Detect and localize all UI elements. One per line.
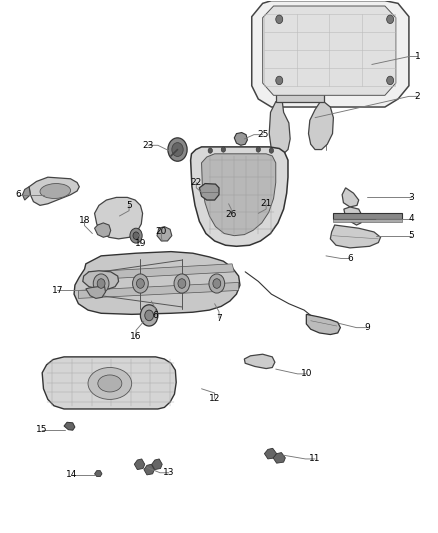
- Text: 11: 11: [309, 455, 321, 463]
- Polygon shape: [199, 183, 219, 200]
- Polygon shape: [95, 197, 143, 239]
- Polygon shape: [201, 154, 276, 236]
- Polygon shape: [74, 252, 240, 314]
- Polygon shape: [332, 213, 403, 219]
- Circle shape: [213, 279, 221, 288]
- Circle shape: [209, 274, 225, 293]
- Polygon shape: [29, 177, 79, 205]
- Text: 9: 9: [364, 323, 370, 332]
- Circle shape: [276, 15, 283, 23]
- Polygon shape: [234, 133, 247, 146]
- Polygon shape: [308, 102, 333, 150]
- Circle shape: [178, 279, 186, 288]
- Text: 5: 5: [408, 231, 414, 240]
- Polygon shape: [276, 88, 324, 102]
- Ellipse shape: [88, 368, 132, 399]
- Polygon shape: [269, 102, 290, 155]
- Text: 20: 20: [155, 228, 167, 237]
- Polygon shape: [88, 264, 234, 280]
- Polygon shape: [22, 187, 30, 200]
- Text: 22: 22: [191, 178, 202, 187]
- Text: 6: 6: [153, 311, 159, 320]
- Polygon shape: [273, 453, 286, 463]
- Polygon shape: [342, 188, 359, 207]
- Text: 10: 10: [300, 369, 312, 378]
- Polygon shape: [134, 459, 145, 470]
- Text: 6: 6: [15, 190, 21, 199]
- Circle shape: [133, 274, 148, 293]
- Circle shape: [97, 279, 105, 288]
- Polygon shape: [332, 219, 403, 222]
- Text: 18: 18: [79, 216, 90, 225]
- Polygon shape: [83, 271, 119, 289]
- Ellipse shape: [98, 375, 122, 392]
- Text: 19: 19: [134, 239, 146, 248]
- Polygon shape: [344, 207, 362, 225]
- Polygon shape: [157, 227, 172, 241]
- Circle shape: [168, 138, 187, 161]
- Text: 21: 21: [261, 199, 272, 208]
- Text: 16: 16: [130, 332, 142, 341]
- Polygon shape: [86, 287, 106, 298]
- Polygon shape: [306, 314, 340, 335]
- Text: 3: 3: [408, 193, 414, 202]
- Circle shape: [269, 148, 274, 154]
- Text: 14: 14: [66, 471, 78, 479]
- Circle shape: [93, 274, 109, 293]
- Polygon shape: [252, 1, 409, 107]
- Circle shape: [208, 148, 212, 154]
- Text: 17: 17: [52, 286, 63, 295]
- Text: 4: 4: [408, 214, 414, 223]
- Text: 2: 2: [415, 92, 420, 101]
- Text: 23: 23: [143, 141, 154, 150]
- Circle shape: [387, 15, 394, 23]
- Circle shape: [141, 305, 158, 326]
- Polygon shape: [64, 422, 75, 430]
- Circle shape: [133, 232, 139, 239]
- Polygon shape: [144, 464, 154, 475]
- Circle shape: [256, 147, 261, 152]
- Polygon shape: [42, 357, 176, 409]
- Circle shape: [145, 310, 153, 321]
- Polygon shape: [263, 6, 396, 95]
- Circle shape: [137, 279, 145, 288]
- Polygon shape: [244, 354, 275, 368]
- Text: 12: 12: [209, 394, 220, 403]
- Circle shape: [221, 147, 226, 152]
- Polygon shape: [265, 448, 277, 459]
- Polygon shape: [78, 282, 239, 298]
- Polygon shape: [95, 471, 102, 477]
- Circle shape: [174, 274, 190, 293]
- Circle shape: [130, 228, 142, 243]
- Polygon shape: [191, 147, 288, 246]
- Text: 26: 26: [226, 210, 237, 219]
- Text: 7: 7: [216, 313, 222, 322]
- Text: 1: 1: [415, 52, 420, 61]
- Circle shape: [387, 76, 394, 85]
- Text: 6: 6: [347, 254, 353, 263]
- Polygon shape: [95, 223, 111, 237]
- Text: 5: 5: [126, 201, 132, 210]
- Circle shape: [172, 143, 183, 157]
- Text: 13: 13: [163, 469, 174, 477]
- Polygon shape: [330, 225, 381, 248]
- Circle shape: [276, 76, 283, 85]
- Text: 15: 15: [36, 425, 48, 434]
- Polygon shape: [152, 459, 162, 470]
- Ellipse shape: [40, 183, 71, 198]
- Text: 25: 25: [257, 130, 268, 139]
